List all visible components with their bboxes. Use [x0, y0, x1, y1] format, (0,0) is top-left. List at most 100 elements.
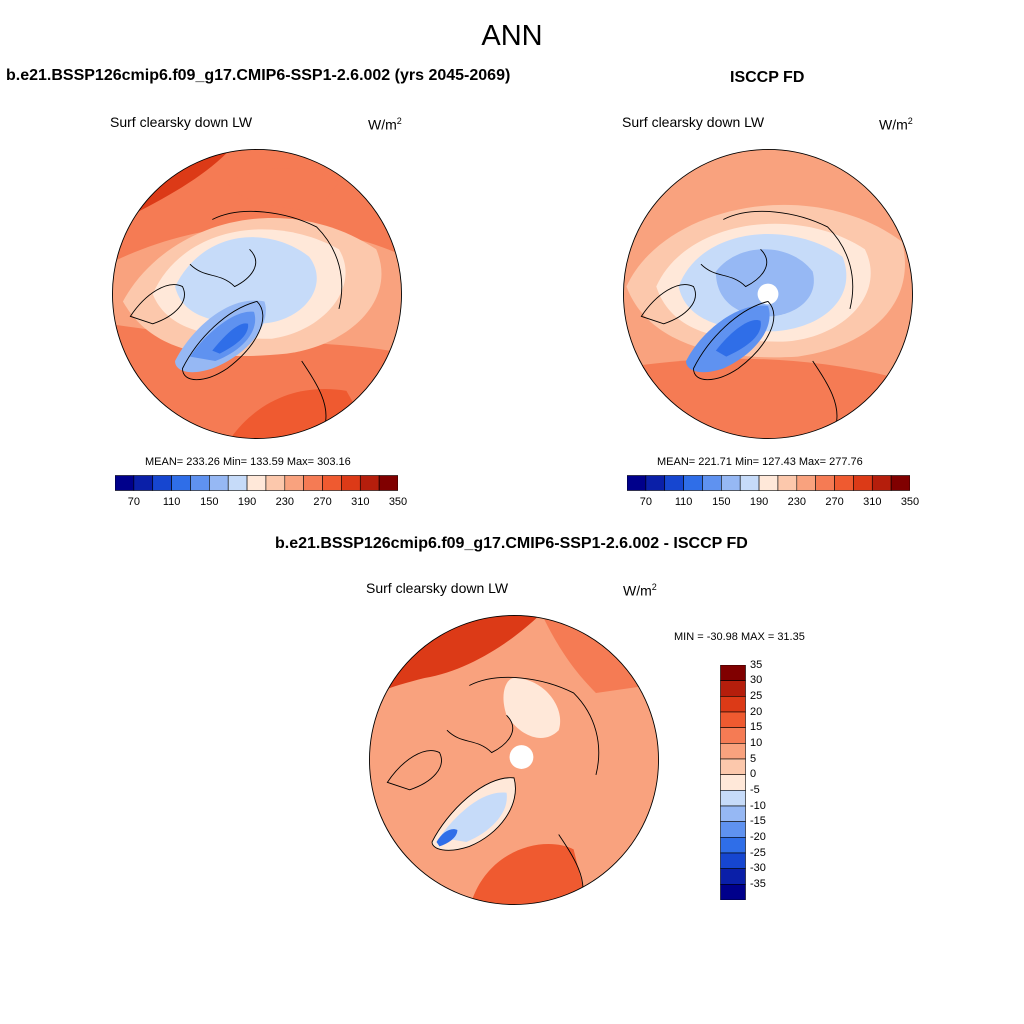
obs-colorbar-box — [721, 475, 741, 491]
diff-colorbar-box — [720, 837, 746, 854]
diff-colorbar-tick-label: 15 — [750, 721, 763, 734]
test-colorbar-box — [209, 475, 229, 491]
diff-colorbar-box — [720, 852, 746, 869]
obs-colorbar-ticks: 70 110 150 190 230 270 310 350 — [627, 496, 919, 510]
obs-colorbar-box — [853, 475, 873, 491]
obs-colorbar — [627, 475, 910, 491]
diff-colorbar-box — [720, 696, 746, 713]
test-colorbar-tick-label: 270 — [313, 496, 332, 508]
diff-colorbar — [720, 665, 746, 900]
diff-units: W/m2 — [623, 582, 657, 599]
obs-colorbar-box — [702, 475, 722, 491]
diff-colorbar-tick-label: -5 — [750, 784, 760, 796]
obs-colorbar-tick-label: 150 — [712, 496, 731, 508]
figure-title: ANN — [481, 20, 543, 52]
diff-polar-map — [369, 615, 659, 905]
test-stats: MEAN= 233.26 Min= 133.59 Max= 303.16 — [145, 456, 351, 468]
test-field-pacific — [227, 168, 339, 213]
test-colorbar-box — [378, 475, 398, 491]
test-colorbar-box — [265, 475, 286, 491]
obs-colorbar-tick-label: 270 — [825, 496, 844, 508]
obs-colorbar-tick-label: 190 — [749, 496, 769, 508]
diff-colorbar-tick-label: 20 — [750, 705, 763, 718]
diff-panel-title: b.e21.BSSP126cmip6.f09_g17.CMIP6-SSP1-2.… — [275, 535, 748, 552]
test-colorbar-tick-label: 350 — [388, 496, 408, 508]
test-colorbar-box — [359, 475, 380, 491]
test-colorbar-box — [190, 475, 210, 491]
diff-colorbar-tick-label: 25 — [750, 690, 763, 702]
obs-field-arctic-core — [715, 249, 814, 317]
obs-colorbar-tick-label: 230 — [787, 496, 806, 508]
obs-variable-label: Surf clearsky down LW — [622, 114, 765, 130]
obs-units: W/m2 — [879, 116, 913, 133]
diff-field-ne-warm — [543, 618, 649, 693]
diff-colorbar-tick-label: -25 — [750, 846, 766, 859]
diff-map-border — [369, 615, 659, 905]
obs-stats: MEAN= 221.71 Min= 127.43 Max= 277.76 — [657, 456, 863, 468]
obs-colorbar-box — [683, 475, 703, 491]
diff-colorbar-box — [720, 868, 746, 885]
obs-coastlines — [640, 210, 854, 429]
test-colorbar-box — [341, 475, 361, 491]
test-colorbar-box — [171, 475, 191, 491]
obs-field-greenland-2 — [715, 320, 761, 357]
diff-colorbar-tick-label: 35 — [750, 658, 763, 671]
diff-colorbar-tick-label: -10 — [750, 799, 766, 812]
obs-colorbar-box — [777, 475, 798, 491]
obs-colorbar-box — [739, 475, 760, 491]
diff-colorbar-box — [720, 665, 746, 681]
diff-field-arctic-neutral — [503, 678, 561, 738]
obs-colorbar-box — [758, 475, 779, 491]
diff-colorbar-box — [720, 884, 746, 900]
diff-colorbar-tick-label: 10 — [750, 737, 763, 749]
test-colorbar-tick-label: 230 — [275, 496, 294, 508]
test-colorbar-box — [322, 475, 342, 491]
test-colorbar-box — [133, 475, 154, 491]
obs-colorbar-box — [871, 475, 892, 491]
diff-stats: MIN = -30.98 MAX = 31.35 — [674, 631, 805, 643]
diff-colorbar-box — [720, 790, 746, 807]
diff-colorbar-box — [720, 758, 746, 775]
obs-colorbar-box — [627, 475, 647, 491]
diff-colorbar-tick-label: -30 — [750, 862, 766, 875]
test-colorbar-tick-label: 70 — [127, 496, 140, 508]
obs-map-border — [623, 149, 913, 439]
obs-colorbar-box — [834, 475, 854, 491]
obs-colorbar-box — [645, 475, 666, 491]
diff-colorbar-box — [720, 727, 746, 744]
test-colorbar-ticks: 70 110 150 190 230 270 310 350 — [115, 496, 407, 510]
diff-colorbar-tick-label: 30 — [750, 674, 763, 687]
diff-colorbar-tick-label: -35 — [750, 878, 766, 890]
diff-variable-label: Surf clearsky down LW — [366, 580, 509, 596]
diff-colorbar-tick-label: -20 — [750, 831, 766, 843]
test-field-greenland-3 — [212, 323, 249, 354]
obs-polar-map — [623, 149, 913, 439]
test-colorbar — [115, 475, 398, 491]
test-colorbar-box — [303, 475, 323, 491]
test-variable-label: Surf clearsky down LW — [110, 114, 253, 130]
obs-colorbar-box — [664, 475, 684, 491]
test-colorbar-box — [115, 475, 135, 491]
test-colorbar-tick-label: 310 — [351, 496, 370, 508]
diff-pole-hole — [509, 745, 534, 769]
test-colorbar-box — [246, 475, 267, 491]
test-colorbar-box — [227, 475, 248, 491]
test-field-greenland-2 — [189, 311, 256, 362]
diff-colorbar-box — [720, 711, 746, 728]
diff-colorbar-tick-label: 0 — [750, 768, 757, 781]
test-polar-map — [112, 149, 402, 439]
obs-colorbar-box — [890, 475, 910, 491]
obs-pole-hole — [757, 283, 779, 305]
diff-field-atlantic-warm — [469, 844, 589, 905]
test-colorbar-box — [284, 475, 304, 491]
test-units: W/m2 — [368, 116, 402, 133]
test-colorbar-tick-label: 190 — [237, 496, 257, 508]
diff-colorbar-box — [720, 743, 746, 760]
obs-colorbar-box — [796, 475, 816, 491]
obs-colorbar-tick-label: 350 — [900, 496, 920, 508]
diff-colorbar-box — [720, 774, 746, 791]
diff-colorbar-box — [720, 680, 746, 697]
diff-colorbar-ticks: 35 30 25 20 15 10 5 0 -5 -10 -15 -20 -25 -30 -35 — [750, 659, 790, 900]
obs-colorbar-tick-label: 110 — [674, 496, 693, 508]
diff-field-greenland-3 — [436, 829, 458, 847]
